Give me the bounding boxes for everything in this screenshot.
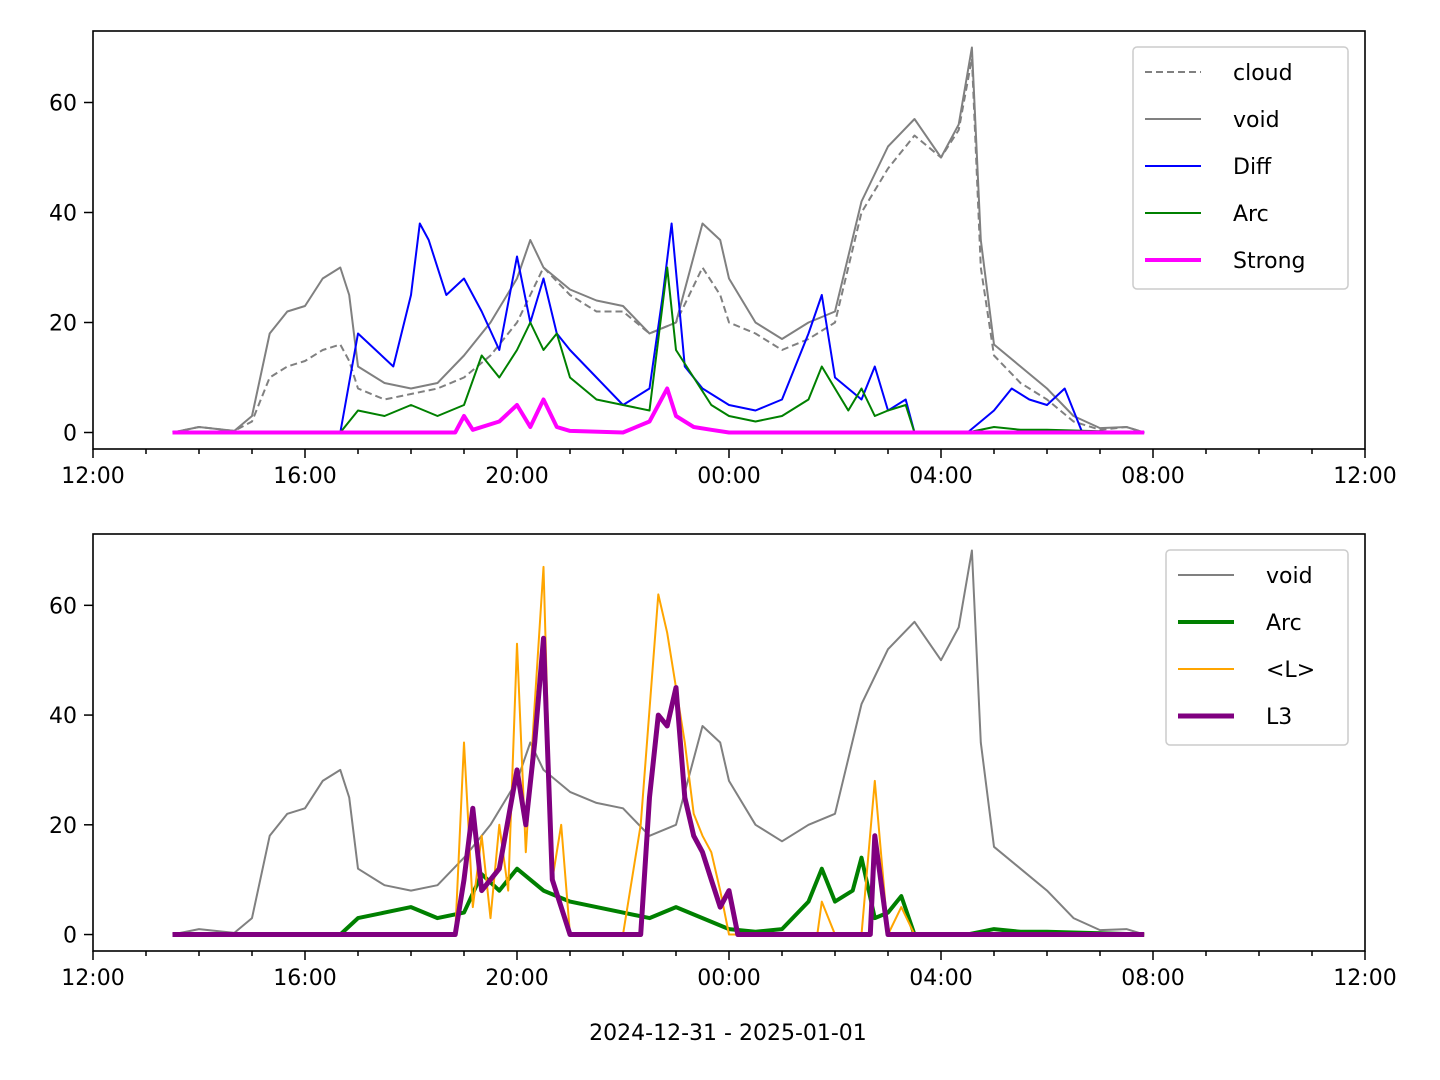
legend-label: Arc: [1266, 611, 1302, 636]
series-group: [172, 46, 1145, 435]
x-tick-label: 20:00: [485, 966, 548, 991]
x-tick-label: 12:00: [1333, 966, 1396, 991]
legend-label: L3: [1266, 705, 1292, 730]
legend-label: Arc: [1233, 202, 1269, 227]
x-tick-label: 04:00: [909, 966, 972, 991]
x-tick-label: 04:00: [909, 464, 972, 489]
x-tick-label: 12:00: [61, 966, 124, 991]
y-tick-label: 40: [49, 202, 77, 227]
series-line-diff: [339, 222, 1145, 434]
y-tick-label: 20: [49, 814, 77, 839]
series-line-arc: [339, 266, 1145, 434]
x-tick-label: 00:00: [697, 464, 760, 489]
legend: void Arc <L> L3: [1165, 549, 1349, 746]
x-tick-label: 16:00: [273, 464, 336, 489]
y-tick-label: 20: [49, 312, 77, 337]
x-tick-label: 12:00: [1333, 464, 1396, 489]
x-tick-label: 12:00: [61, 464, 124, 489]
y-tick-label: 0: [63, 924, 77, 949]
x-tick-label: 16:00: [273, 966, 336, 991]
y-tick-label: 40: [49, 704, 77, 729]
series-group: [172, 549, 1145, 937]
legend: cloud void Diff Arc Strong: [1132, 46, 1349, 290]
legend-box: [1165, 549, 1349, 746]
x-tick-label: 20:00: [485, 464, 548, 489]
x-tick-label: 08:00: [1121, 464, 1184, 489]
top-panel: 12:00 16:00 20:00 00:00 04:00 08:00 12:00 0 20 40…: [49, 30, 1397, 489]
y-tick-label: 60: [49, 594, 77, 619]
legend-label: <L>: [1266, 658, 1315, 683]
series-line-void: [172, 46, 1145, 434]
legend-label: Strong: [1233, 249, 1306, 274]
y-tick-label: 60: [49, 92, 77, 117]
legend-label: Diff: [1233, 155, 1272, 180]
legend-label: void: [1266, 564, 1313, 589]
series-line-arc: [172, 855, 1145, 937]
x-tick-label: 08:00: [1121, 966, 1184, 991]
y-tick-label: 0: [63, 422, 77, 447]
legend-label: void: [1233, 108, 1280, 133]
x-tick-label: 00:00: [697, 966, 760, 991]
legend-box: [1132, 46, 1349, 290]
x-axis-label: 2024-12-31 - 2025-01-01: [589, 1021, 867, 1046]
series-line-strong: [172, 386, 1145, 435]
bottom-panel: 12:00 16:00 20:00 00:00 04:00 08:00 12:00 0 20 40…: [49, 533, 1397, 991]
legend-label: cloud: [1233, 61, 1293, 86]
series-line-l3: [172, 635, 1145, 937]
